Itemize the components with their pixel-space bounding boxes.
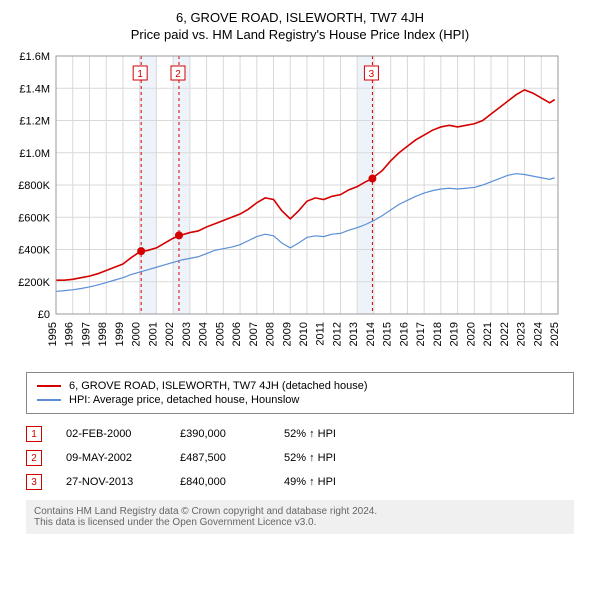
sale-row: 3 27-NOV-2013 £840,000 49% ↑ HPI (26, 470, 574, 494)
svg-text:1: 1 (137, 69, 143, 80)
svg-text:2006: 2006 (231, 322, 243, 346)
svg-text:2021: 2021 (482, 322, 494, 346)
sale-row: 1 02-FEB-2000 £390,000 52% ↑ HPI (26, 422, 574, 446)
svg-text:2018: 2018 (432, 322, 444, 346)
chart-subtitle: Price paid vs. HM Land Registry's House … (8, 27, 592, 42)
svg-text:2022: 2022 (499, 322, 511, 346)
chart-container: 1 2 3 £0 £200K £400K £600K £800K £1.0M £1.2M £1.4M… (8, 50, 592, 360)
svg-text:2024: 2024 (532, 322, 544, 346)
legend-box: 6, GROVE ROAD, ISLEWORTH, TW7 4JH (detac… (26, 372, 574, 414)
svg-text:1995: 1995 (47, 322, 59, 346)
legend-swatch (37, 385, 61, 387)
chart-title: 6, GROVE ROAD, ISLEWORTH, TW7 4JH (8, 10, 592, 25)
svg-text:2023: 2023 (516, 322, 528, 346)
svg-text:2015: 2015 (382, 322, 394, 346)
svg-text:2004: 2004 (198, 322, 210, 346)
svg-text:2010: 2010 (298, 322, 310, 346)
svg-text:£1.4M: £1.4M (19, 83, 50, 95)
svg-text:£800K: £800K (18, 180, 50, 192)
svg-text:2025: 2025 (549, 322, 561, 346)
sale-diff: 49% ↑ HPI (284, 476, 336, 488)
svg-text:2017: 2017 (415, 322, 427, 346)
sale-price: £840,000 (180, 476, 260, 488)
sale-row: 2 09-MAY-2002 £487,500 52% ↑ HPI (26, 446, 574, 470)
svg-text:2009: 2009 (281, 322, 293, 346)
svg-text:1998: 1998 (97, 322, 109, 346)
svg-text:2016: 2016 (398, 322, 410, 346)
sale-badge: 3 (26, 474, 42, 490)
svg-text:1999: 1999 (114, 322, 126, 346)
svg-text:2002: 2002 (164, 322, 176, 346)
svg-text:2001: 2001 (147, 322, 159, 346)
svg-text:2019: 2019 (449, 322, 461, 346)
svg-text:2007: 2007 (248, 322, 260, 346)
legend-item: HPI: Average price, detached house, Houn… (37, 393, 563, 407)
svg-text:2014: 2014 (365, 322, 377, 346)
sale-date: 02-FEB-2000 (66, 428, 156, 440)
legend-label: HPI: Average price, detached house, Houn… (69, 394, 299, 406)
sale-price: £487,500 (180, 452, 260, 464)
svg-text:£1.6M: £1.6M (19, 51, 50, 63)
svg-text:1996: 1996 (64, 322, 76, 346)
sale-badge: 1 (26, 426, 42, 442)
footnote-line2: This data is licensed under the Open Gov… (34, 517, 566, 528)
svg-text:2012: 2012 (331, 322, 343, 346)
price-chart: 1 2 3 £0 £200K £400K £600K £800K £1.0M £1.2M £1.4M… (8, 50, 568, 360)
sales-table: 1 02-FEB-2000 £390,000 52% ↑ HPI 2 09-MAY-200… (26, 422, 574, 494)
sale-date: 27-NOV-2013 (66, 476, 156, 488)
svg-text:£1.0M: £1.0M (19, 148, 50, 160)
footnote: Contains HM Land Registry data © Crown c… (26, 500, 574, 534)
sale-diff: 52% ↑ HPI (284, 428, 336, 440)
svg-text:2: 2 (175, 69, 181, 80)
svg-text:£200K: £200K (18, 277, 50, 289)
footnote-line1: Contains HM Land Registry data © Crown c… (34, 506, 566, 517)
svg-text:1997: 1997 (80, 322, 92, 346)
svg-text:£400K: £400K (18, 245, 50, 257)
svg-text:£600K: £600K (18, 212, 50, 224)
sale-date: 09-MAY-2002 (66, 452, 156, 464)
svg-text:2011: 2011 (315, 322, 327, 346)
svg-text:2005: 2005 (214, 322, 226, 346)
svg-text:2013: 2013 (348, 322, 360, 346)
legend-label: 6, GROVE ROAD, ISLEWORTH, TW7 4JH (detac… (69, 380, 368, 392)
legend-swatch (37, 399, 61, 401)
sale-diff: 52% ↑ HPI (284, 452, 336, 464)
svg-text:3: 3 (369, 69, 375, 80)
svg-text:2000: 2000 (131, 322, 143, 346)
svg-text:£0: £0 (38, 309, 50, 321)
sale-price: £390,000 (180, 428, 260, 440)
svg-text:2020: 2020 (465, 322, 477, 346)
sale-badge: 2 (26, 450, 42, 466)
svg-text:£1.2M: £1.2M (19, 116, 50, 128)
legend-item: 6, GROVE ROAD, ISLEWORTH, TW7 4JH (detac… (37, 379, 563, 393)
svg-text:2008: 2008 (265, 322, 277, 346)
svg-text:2003: 2003 (181, 322, 193, 346)
